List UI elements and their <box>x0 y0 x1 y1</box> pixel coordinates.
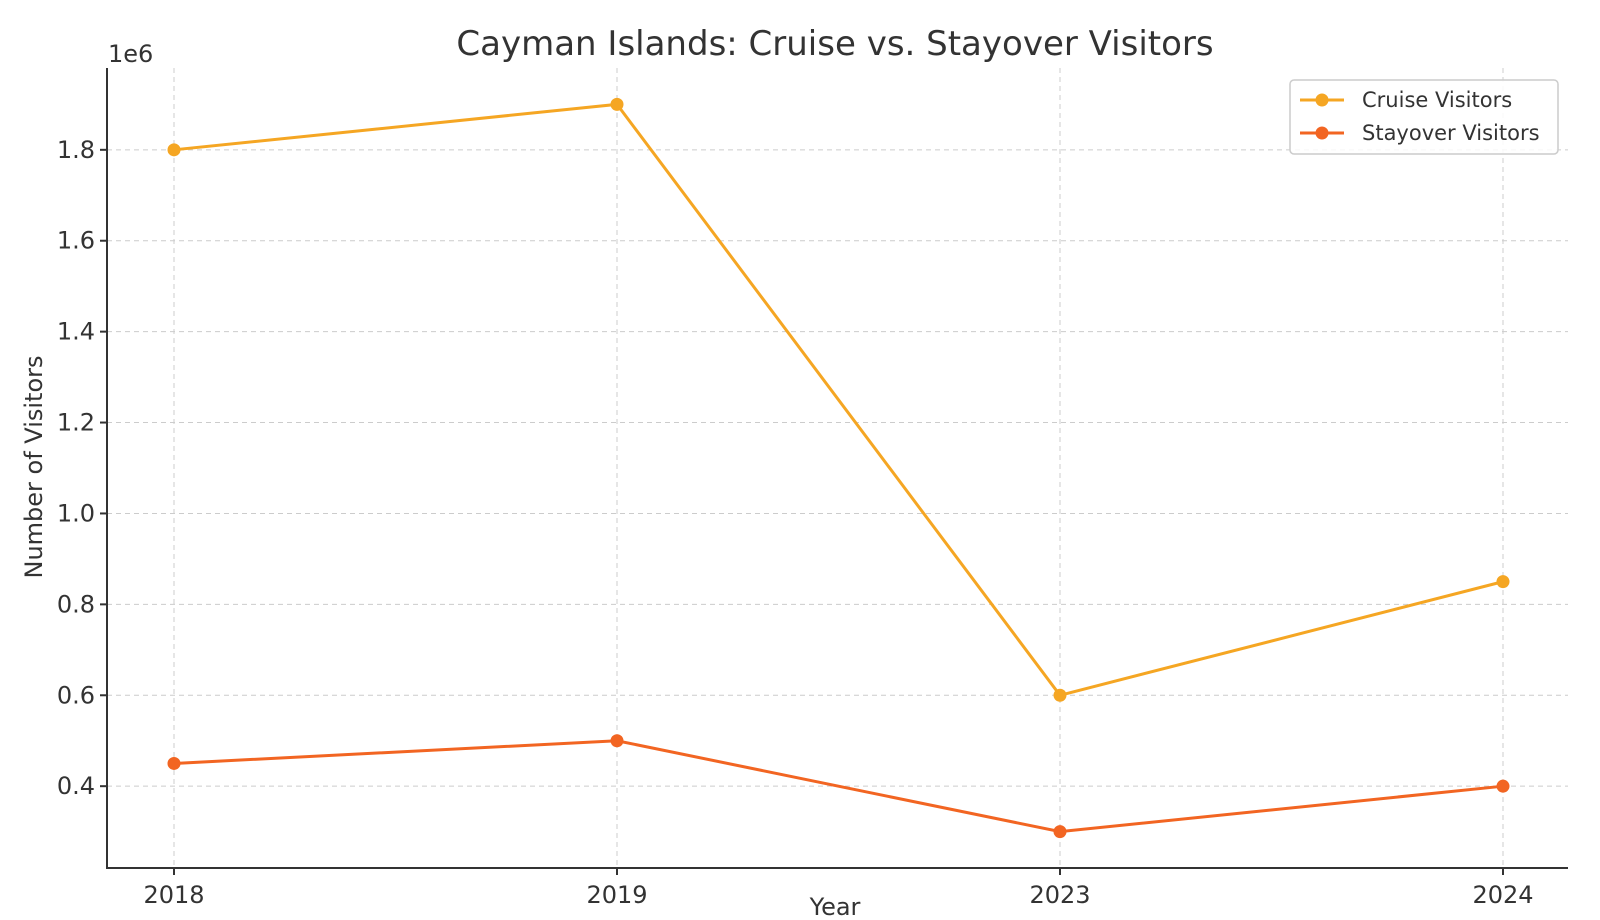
axes <box>100 68 1568 875</box>
y-tick-label: 0.6 <box>57 681 95 709</box>
legend: Cruise Visitors Stayover Visitors <box>1289 79 1559 155</box>
x-tick-label: 2023 <box>1029 881 1090 909</box>
data-point <box>1053 825 1067 839</box>
y-tick-label: 1.6 <box>57 227 95 255</box>
legend-entry-label: Cruise Visitors <box>1362 88 1512 112</box>
y-tick-label: 1.0 <box>57 499 95 527</box>
y-axis-label: Number of Visitors <box>20 356 48 579</box>
data-point <box>167 143 181 157</box>
tick-labels: 2018 2019 2023 2024 0.4 0.6 0.8 1.0 1.2 1.4 1.6 1.8 <box>57 136 1534 909</box>
data-point <box>1496 779 1510 793</box>
x-tick-label: 2018 <box>143 881 204 909</box>
x-tick-label: 2024 <box>1472 881 1533 909</box>
x-axis-label: Year <box>809 893 861 920</box>
x-tick-label: 2019 <box>586 881 647 909</box>
data-point <box>1053 688 1067 702</box>
y-axis-offset-label: 1e6 <box>108 40 153 68</box>
grid-lines <box>107 68 1568 868</box>
y-tick-label: 1.8 <box>57 136 95 164</box>
data-point <box>610 97 624 111</box>
data-point <box>610 734 624 748</box>
y-tick-label: 0.8 <box>57 590 95 618</box>
series-lines <box>167 97 1510 839</box>
y-tick-label: 0.4 <box>57 772 95 800</box>
data-point <box>1496 575 1510 589</box>
legend-swatch-marker <box>1315 126 1329 140</box>
legend-swatch-marker <box>1315 93 1329 107</box>
y-tick-label: 1.2 <box>57 409 95 437</box>
data-point <box>167 756 181 770</box>
legend-entry-label: Stayover Visitors <box>1362 121 1540 145</box>
series-line-cruise <box>173 102 1504 697</box>
axis-spines <box>106 68 1568 869</box>
series-line-stayover <box>173 739 1504 834</box>
legend-box <box>1289 79 1559 155</box>
chart-title: Cayman Islands: Cruise vs. Stayover Visi… <box>456 24 1213 64</box>
y-tick-label: 1.4 <box>57 318 95 346</box>
